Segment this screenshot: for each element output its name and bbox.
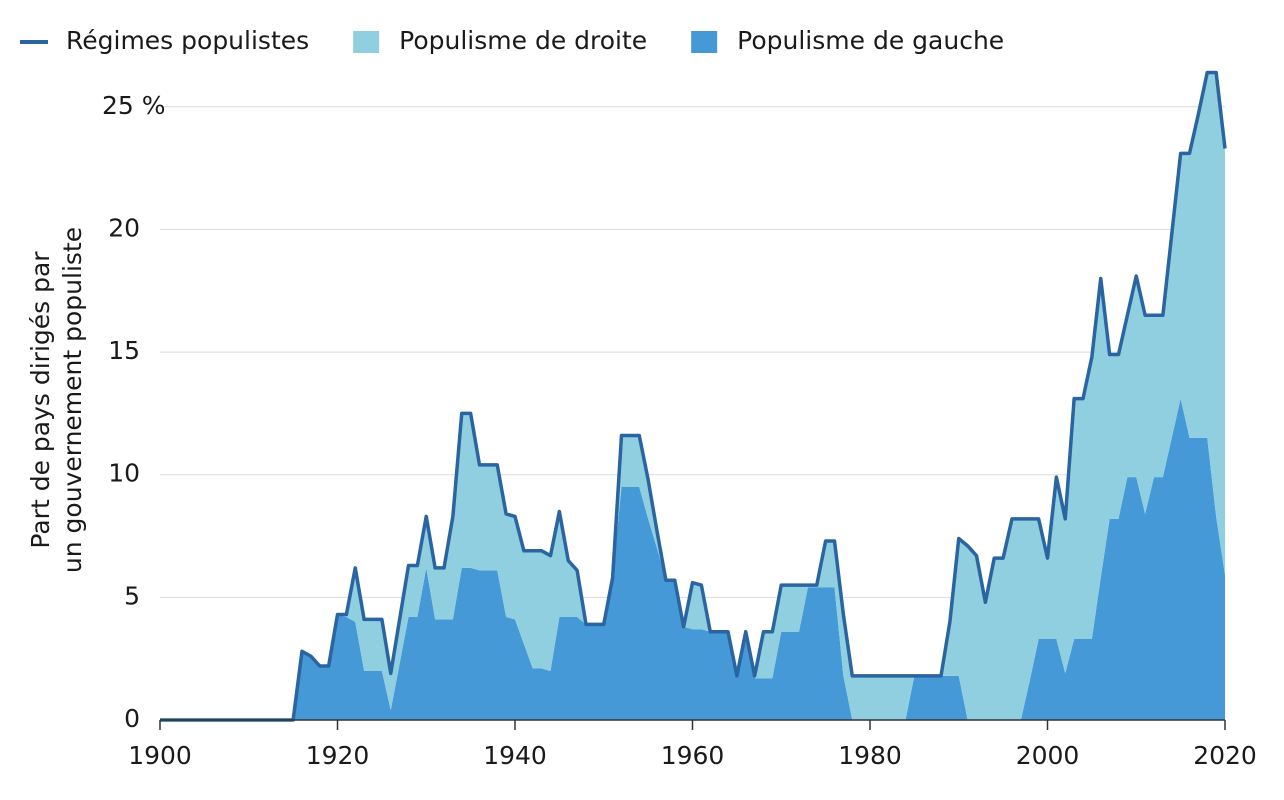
x-tick-label: 1980 xyxy=(838,741,902,770)
y-tick-label: 15 xyxy=(108,336,140,365)
area xyxy=(160,72,1225,721)
x-tick-label: 2020 xyxy=(1193,741,1257,770)
y-tick-label: 25 % xyxy=(102,91,166,120)
x-tick-label: 1940 xyxy=(483,741,547,770)
y-axis-label: Part de pays dirigés par un gouvernement… xyxy=(26,227,87,573)
legend-label: Populisme de droite xyxy=(399,26,647,55)
x-tick-label: 1900 xyxy=(128,741,192,770)
x-tick-label: 1960 xyxy=(661,741,725,770)
x-tick-label: 2000 xyxy=(1016,741,1080,770)
y-label-line: un gouvernement populiste xyxy=(58,227,87,573)
y-tick-label: 0 xyxy=(124,704,140,733)
legend-label: Régimes populistes xyxy=(66,26,309,55)
y-tick-label: 5 xyxy=(124,581,140,610)
line xyxy=(160,70,1227,722)
legend-swatch xyxy=(353,31,380,53)
legend-label: Populisme de gauche xyxy=(737,26,1004,55)
y-tick-label: 10 xyxy=(108,459,140,488)
plot xyxy=(160,70,1227,722)
y-label-line: Part de pays dirigés par xyxy=(26,251,55,549)
legend-swatch xyxy=(691,31,718,53)
y-tick-label: 20 xyxy=(108,213,140,242)
area xyxy=(160,398,1225,720)
x-tick-label: 1920 xyxy=(306,741,370,770)
